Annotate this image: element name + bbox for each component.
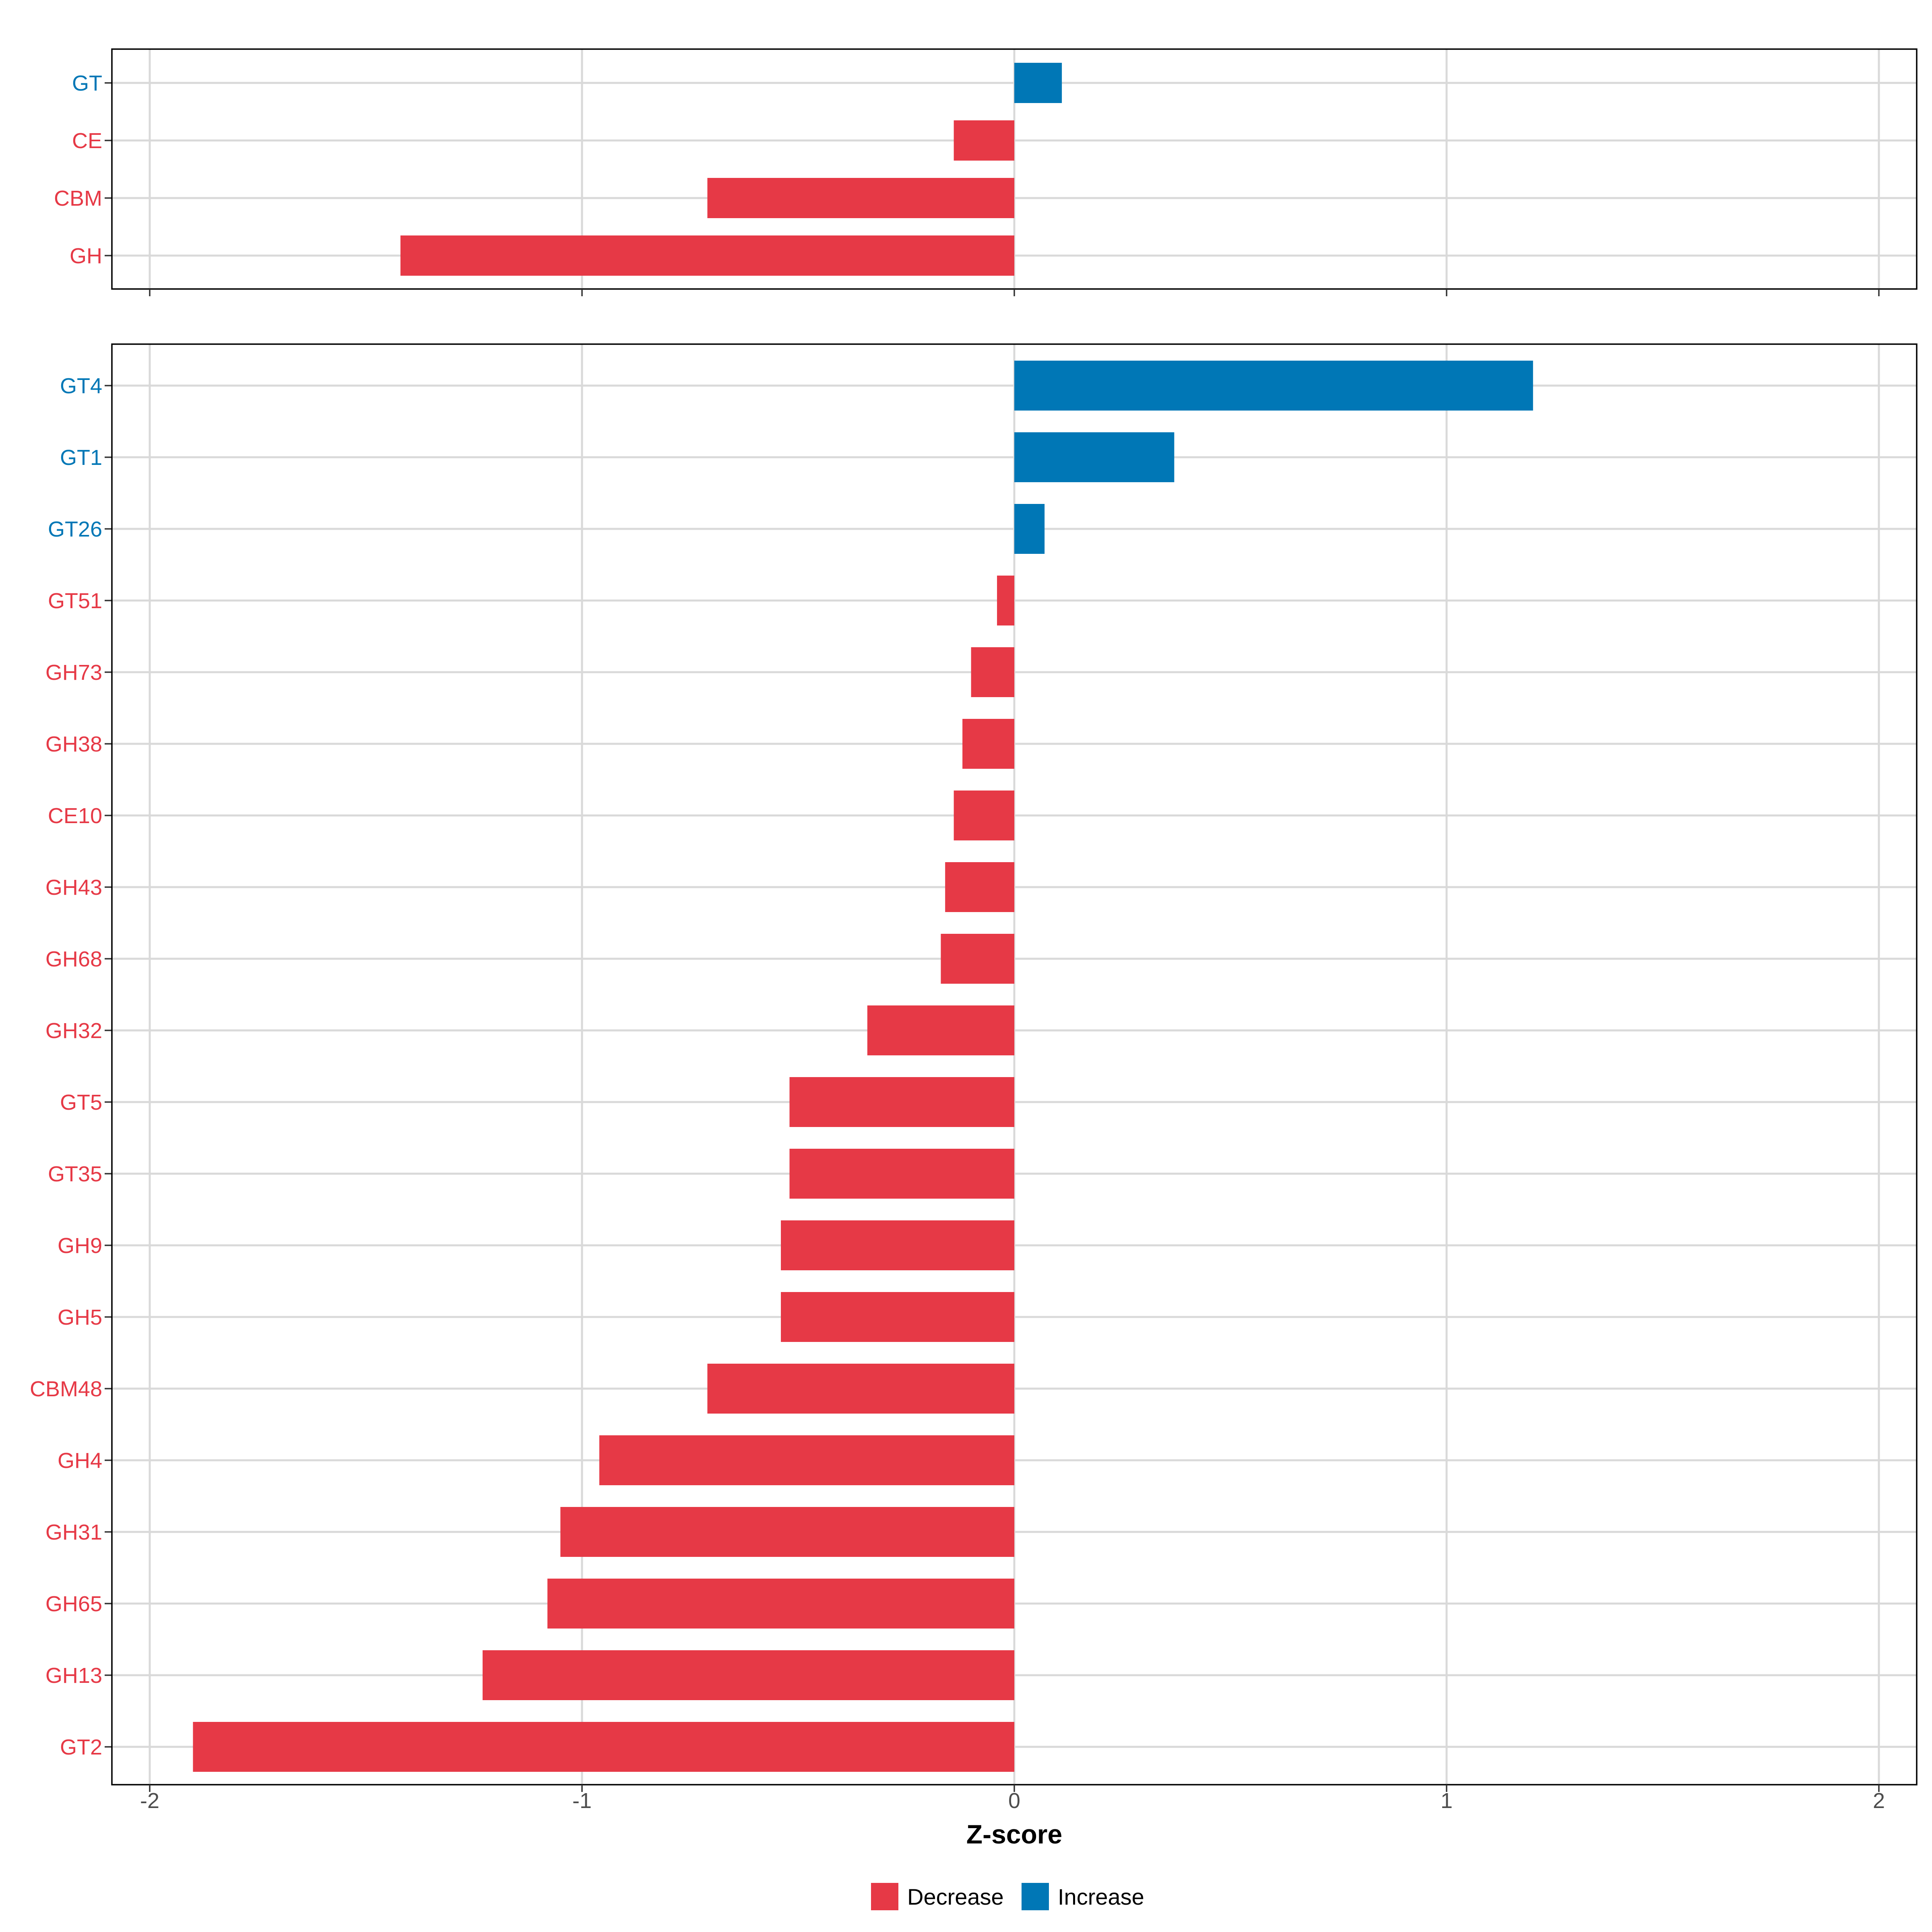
legend-label-decrease: Decrease xyxy=(907,1884,1004,1909)
bar-gt2 xyxy=(193,1722,1014,1772)
bar-gh68 xyxy=(941,934,1014,984)
x-tick-label: 2 xyxy=(1873,1789,1885,1813)
bar-cbm48 xyxy=(707,1364,1014,1414)
category-label: GT4 xyxy=(60,374,102,398)
bar-gh31 xyxy=(560,1507,1014,1557)
x-tick-label: -2 xyxy=(140,1789,159,1813)
category-label: GT26 xyxy=(48,517,102,541)
bar-ce10 xyxy=(954,791,1014,840)
category-label: GT xyxy=(72,71,102,95)
legend-label-increase: Increase xyxy=(1058,1884,1144,1909)
category-label: GT1 xyxy=(60,446,102,470)
bar-gt5 xyxy=(789,1077,1014,1127)
bar-gt35 xyxy=(789,1149,1014,1199)
bar-gh13 xyxy=(482,1650,1014,1700)
category-label: CBM48 xyxy=(30,1377,102,1401)
legend-swatch-increase xyxy=(1022,1883,1049,1910)
category-label: GH5 xyxy=(58,1305,102,1329)
legend: Decrease Increase xyxy=(871,1883,1144,1910)
bar-ce xyxy=(954,120,1014,161)
bar-gh38 xyxy=(962,719,1014,769)
x-tick-label: 0 xyxy=(1008,1789,1020,1813)
category-label: CE xyxy=(72,129,102,153)
category-label: GT51 xyxy=(48,589,102,613)
bar-gh5 xyxy=(781,1292,1014,1342)
legend-swatch-decrease xyxy=(871,1883,898,1910)
bar-gh43 xyxy=(945,862,1014,912)
category-label: GT35 xyxy=(48,1162,102,1186)
bar-gt xyxy=(1014,63,1062,103)
x-tick-label: -1 xyxy=(572,1789,592,1813)
category-label: GH4 xyxy=(58,1449,102,1473)
category-label: GH xyxy=(70,244,102,268)
category-label: GH13 xyxy=(45,1664,102,1688)
category-label: GT5 xyxy=(60,1090,102,1115)
category-label: GH9 xyxy=(58,1234,102,1258)
category-label: GH73 xyxy=(45,661,102,685)
x-tick-label: 1 xyxy=(1441,1789,1453,1813)
bar-gh4 xyxy=(599,1435,1014,1485)
x-axis: -2 -1 0 1 2 xyxy=(140,1789,1885,1813)
bar-gt4 xyxy=(1014,361,1533,411)
bar-gh65 xyxy=(547,1579,1014,1629)
category-label: GT2 xyxy=(60,1735,102,1759)
bar-cbm xyxy=(707,178,1014,218)
category-label: GH32 xyxy=(45,1019,102,1043)
bar-gt51 xyxy=(997,576,1014,625)
category-label: GH31 xyxy=(45,1520,102,1544)
bar-gh32 xyxy=(867,1005,1014,1055)
bar-gh9 xyxy=(781,1220,1014,1270)
category-label: GH65 xyxy=(45,1592,102,1616)
bar-gt26 xyxy=(1014,504,1045,554)
bottom-panel: GT4 GT1 GT26 GT51 GH73 GH38 CE10 GH43 GH68 GH32 GT… xyxy=(30,343,1918,1792)
top-panel: GT CE CBM GH xyxy=(54,48,1918,296)
category-label: CE10 xyxy=(48,804,102,828)
category-label: GH43 xyxy=(45,875,102,900)
category-label: GH68 xyxy=(45,947,102,971)
category-label: CBM xyxy=(54,186,102,211)
bar-gh73 xyxy=(971,647,1014,697)
category-label: GH38 xyxy=(45,732,102,756)
bar-gh xyxy=(400,235,1015,276)
x-axis-title: Z-score xyxy=(966,1819,1062,1849)
bar-gt1 xyxy=(1014,432,1174,482)
